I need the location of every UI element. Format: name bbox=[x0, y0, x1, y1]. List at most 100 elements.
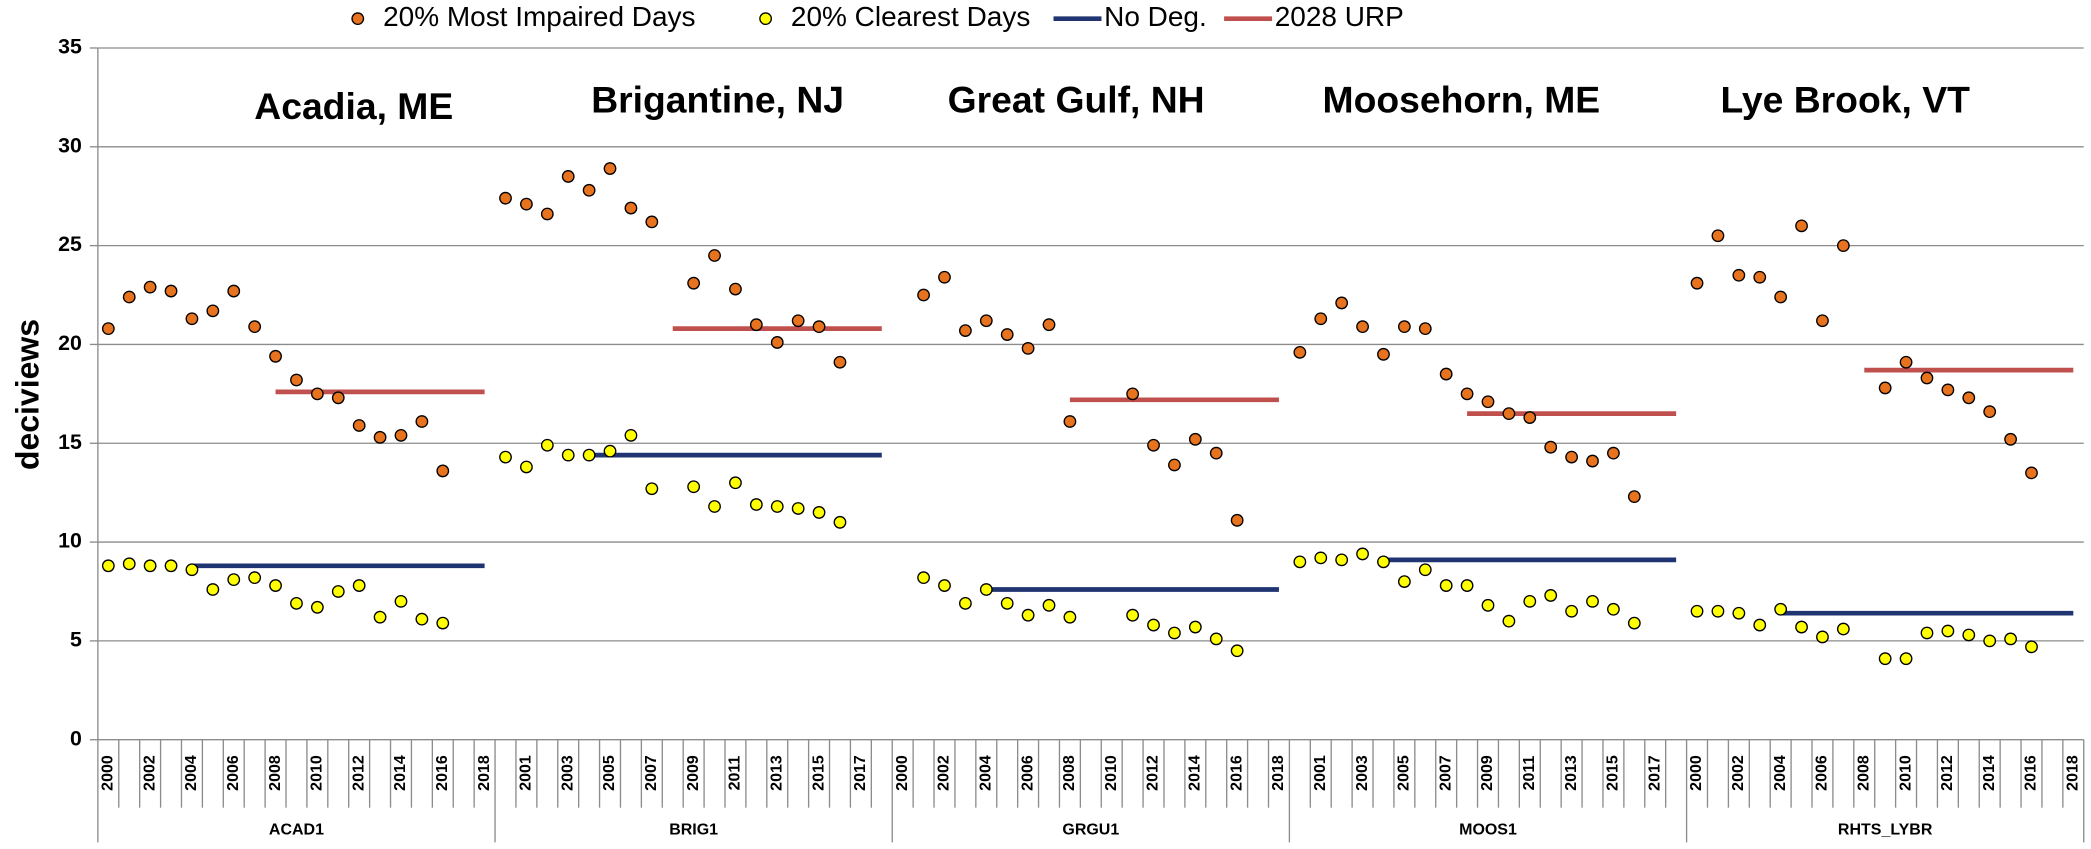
x-tick-label: 2017 bbox=[852, 755, 869, 791]
marker bbox=[2004, 432, 2017, 446]
marker bbox=[373, 430, 387, 444]
marker bbox=[1899, 355, 1913, 369]
x-tick-label: 2003 bbox=[1354, 755, 1371, 791]
x-tick-label: 2018 bbox=[1270, 755, 1287, 791]
marker bbox=[1021, 341, 1035, 355]
marker bbox=[185, 563, 199, 577]
marker bbox=[1188, 432, 1202, 446]
x-tick-label: 2012 bbox=[350, 755, 367, 791]
panel-title: Brigantine, NJ bbox=[591, 78, 844, 120]
marker bbox=[1920, 371, 1934, 385]
marker bbox=[1732, 606, 1746, 620]
marker bbox=[1000, 596, 1014, 610]
marker bbox=[1565, 604, 1579, 618]
marker bbox=[1795, 620, 1808, 634]
marker bbox=[1586, 454, 1599, 468]
marker bbox=[331, 391, 345, 405]
x-tick-label: 2002 bbox=[1730, 755, 1747, 791]
x-tick-label: 2014 bbox=[1981, 755, 1998, 791]
marker bbox=[164, 559, 178, 573]
marker bbox=[1042, 318, 1056, 332]
marker bbox=[1920, 626, 1934, 640]
marker bbox=[415, 415, 429, 428]
marker bbox=[958, 596, 972, 610]
marker bbox=[1293, 555, 1307, 569]
x-tick-label: 2011 bbox=[1521, 756, 1538, 791]
marker bbox=[1230, 644, 1244, 658]
marker bbox=[1523, 411, 1537, 424]
x-tick-label: 2000 bbox=[100, 755, 117, 791]
marker bbox=[812, 320, 826, 334]
y-tick-label: 10 bbox=[58, 529, 82, 553]
x-tick-label: 2005 bbox=[1396, 755, 1413, 791]
x-tick-label: 2013 bbox=[768, 755, 785, 791]
marker bbox=[1878, 652, 1892, 666]
y-tick-label: 25 bbox=[58, 232, 82, 256]
x-tick-label: 2010 bbox=[309, 755, 326, 791]
marker bbox=[1356, 320, 1369, 334]
marker bbox=[1418, 322, 1432, 336]
y-tick-label: 30 bbox=[58, 133, 82, 157]
x-tick-label: 2010 bbox=[1897, 755, 1914, 791]
marker bbox=[2025, 640, 2038, 654]
marker bbox=[1753, 618, 1767, 632]
marker bbox=[394, 428, 408, 442]
marker bbox=[708, 500, 721, 513]
marker bbox=[520, 460, 533, 474]
x-tick-label: 2008 bbox=[1061, 755, 1078, 791]
marker bbox=[582, 183, 596, 197]
x-tick-label: 2002 bbox=[936, 755, 953, 791]
marker bbox=[101, 559, 115, 573]
marker bbox=[1816, 630, 1829, 644]
marker bbox=[1460, 579, 1474, 592]
marker bbox=[979, 583, 993, 596]
marker bbox=[1586, 594, 1599, 608]
marker bbox=[791, 502, 805, 515]
marker bbox=[833, 515, 847, 529]
marker bbox=[1711, 604, 1725, 618]
marker bbox=[1565, 450, 1579, 464]
marker bbox=[2025, 466, 2038, 480]
marker bbox=[791, 314, 805, 328]
marker bbox=[520, 197, 533, 211]
x-tick-label: 2009 bbox=[685, 755, 702, 791]
marker bbox=[938, 270, 951, 284]
marker bbox=[1544, 440, 1558, 454]
marker bbox=[101, 322, 115, 336]
marker bbox=[1147, 618, 1160, 632]
legend-label: 2028 URP bbox=[1275, 1, 1404, 32]
x-tick-label: 2016 bbox=[434, 755, 451, 791]
x-tick-label: 2004 bbox=[183, 755, 200, 791]
marker bbox=[1607, 602, 1620, 616]
x-tick-label: 2016 bbox=[1228, 755, 1245, 791]
x-tick-label: 2000 bbox=[894, 755, 911, 791]
marker bbox=[415, 612, 429, 626]
x-tick-label: 2017 bbox=[1646, 755, 1663, 791]
marker bbox=[352, 579, 366, 592]
marker bbox=[624, 201, 638, 215]
marker bbox=[122, 290, 136, 304]
group-label: BRIG1 bbox=[669, 822, 718, 839]
marker bbox=[1941, 383, 1955, 397]
x-tick-label: 2018 bbox=[476, 755, 493, 791]
marker bbox=[436, 616, 450, 630]
marker bbox=[499, 191, 512, 205]
marker bbox=[1627, 490, 1641, 504]
marker bbox=[603, 162, 617, 175]
marker bbox=[729, 282, 742, 296]
x-tick-label: 2007 bbox=[1437, 755, 1454, 791]
y-axis-label: deciviews bbox=[9, 319, 45, 470]
marker bbox=[1962, 628, 1976, 642]
legend-marker bbox=[351, 12, 365, 26]
series-line bbox=[191, 452, 2074, 616]
marker bbox=[749, 318, 763, 332]
marker bbox=[206, 583, 220, 596]
marker bbox=[499, 450, 512, 464]
marker bbox=[1941, 624, 1955, 638]
marker bbox=[1377, 347, 1390, 361]
marker bbox=[1188, 620, 1202, 634]
marker bbox=[1878, 381, 1892, 395]
group-label: ACAD1 bbox=[269, 822, 324, 839]
marker bbox=[1335, 296, 1349, 310]
